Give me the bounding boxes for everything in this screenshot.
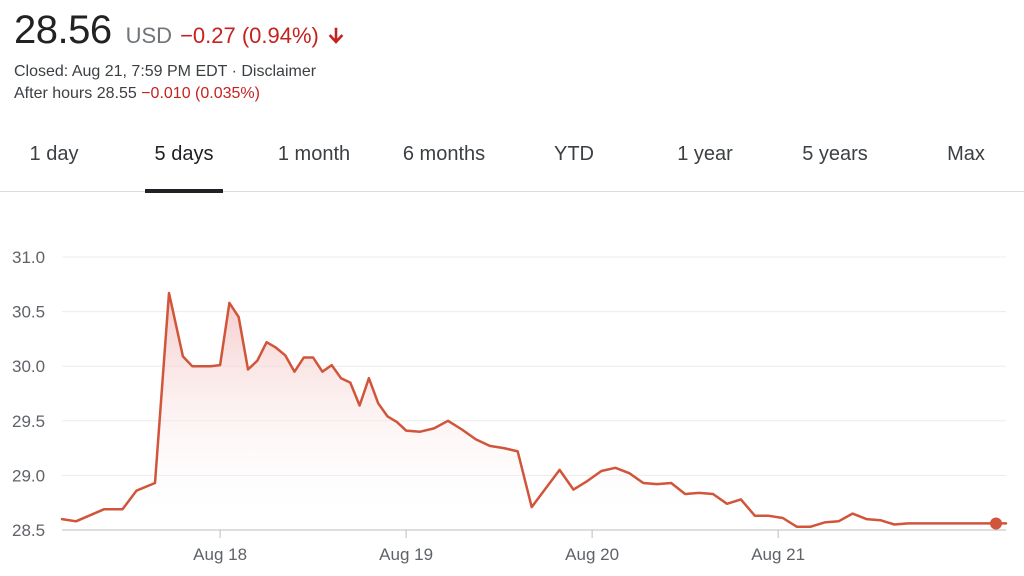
tab-label: 1 day: [29, 143, 79, 165]
after-hours-change: −0.010 (0.035%): [141, 85, 260, 102]
y-tick-label: 31.0: [12, 248, 45, 267]
quote-header: 28.56 USD −0.27 (0.94%) Closed: Aug 21, …: [14, 8, 345, 105]
currency-label: USD: [125, 23, 173, 48]
y-tick-label: 30.0: [12, 357, 45, 376]
tab-1-month[interactable]: 1 month: [262, 118, 366, 192]
x-tick-label: Aug 18: [193, 545, 247, 564]
active-tab-indicator: [145, 189, 223, 193]
y-tick-label: 30.5: [12, 303, 45, 322]
disclaimer-link[interactable]: Disclaimer: [241, 63, 317, 80]
after-hours: After hours 28.55 −0.010 (0.035%): [14, 83, 345, 105]
y-tick-label: 28.5: [12, 521, 45, 540]
tab-5-years[interactable]: 5 years: [786, 118, 884, 192]
y-tick-label: 29.5: [12, 412, 45, 431]
x-tick-label: Aug 20: [565, 545, 619, 564]
price-row: 28.56 USD −0.27 (0.94%): [14, 8, 345, 53]
x-tick-label: Aug 21: [751, 545, 805, 564]
y-tick-label: 29.0: [12, 466, 45, 485]
price-area-fill: [62, 293, 1006, 530]
tab-label: 5 years: [802, 143, 868, 165]
tab-label: 1 year: [677, 143, 733, 165]
separator: ·: [227, 63, 242, 80]
tab-1-year[interactable]: 1 year: [660, 118, 750, 192]
tab-5-days[interactable]: 5 days: [145, 118, 223, 193]
current-price: 28.56: [14, 8, 112, 52]
range-tabs: 1 day 5 days 1 month 6 months YTD 1 year…: [0, 118, 1024, 193]
tab-label: 1 month: [277, 143, 351, 165]
after-hours-price: After hours 28.55: [14, 85, 137, 102]
tab-label: Max: [947, 143, 985, 165]
arrow-down-icon: [327, 27, 345, 45]
tab-6-months[interactable]: 6 months: [388, 118, 500, 192]
tab-label: 6 months: [402, 143, 486, 165]
last-price-dot: [990, 517, 1002, 530]
tab-label: YTD: [554, 143, 594, 165]
tab-ytd[interactable]: YTD: [532, 118, 616, 192]
price-chart[interactable]: 31.0 30.5 30.0 29.5 29.0 28.5 Aug 18 Aug 19 Aug …: [0, 192, 1024, 576]
price-line: [60, 291, 1008, 528]
tab-label: 5 days: [154, 143, 214, 165]
price-change: −0.27 (0.94%): [180, 23, 319, 48]
x-tick-label: Aug 19: [379, 545, 433, 564]
market-status: Closed: Aug 21, 7:59 PM EDT · Disclaimer: [14, 61, 345, 83]
closed-time: Closed: Aug 21, 7:59 PM EDT: [14, 63, 228, 80]
price-chart-svg: 31.0 30.5 30.0 29.5 29.0 28.5 Aug 18 Aug 19 Aug …: [12, 248, 1008, 564]
tab-1-day[interactable]: 1 day: [10, 118, 98, 192]
tab-max[interactable]: Max: [928, 118, 1004, 192]
